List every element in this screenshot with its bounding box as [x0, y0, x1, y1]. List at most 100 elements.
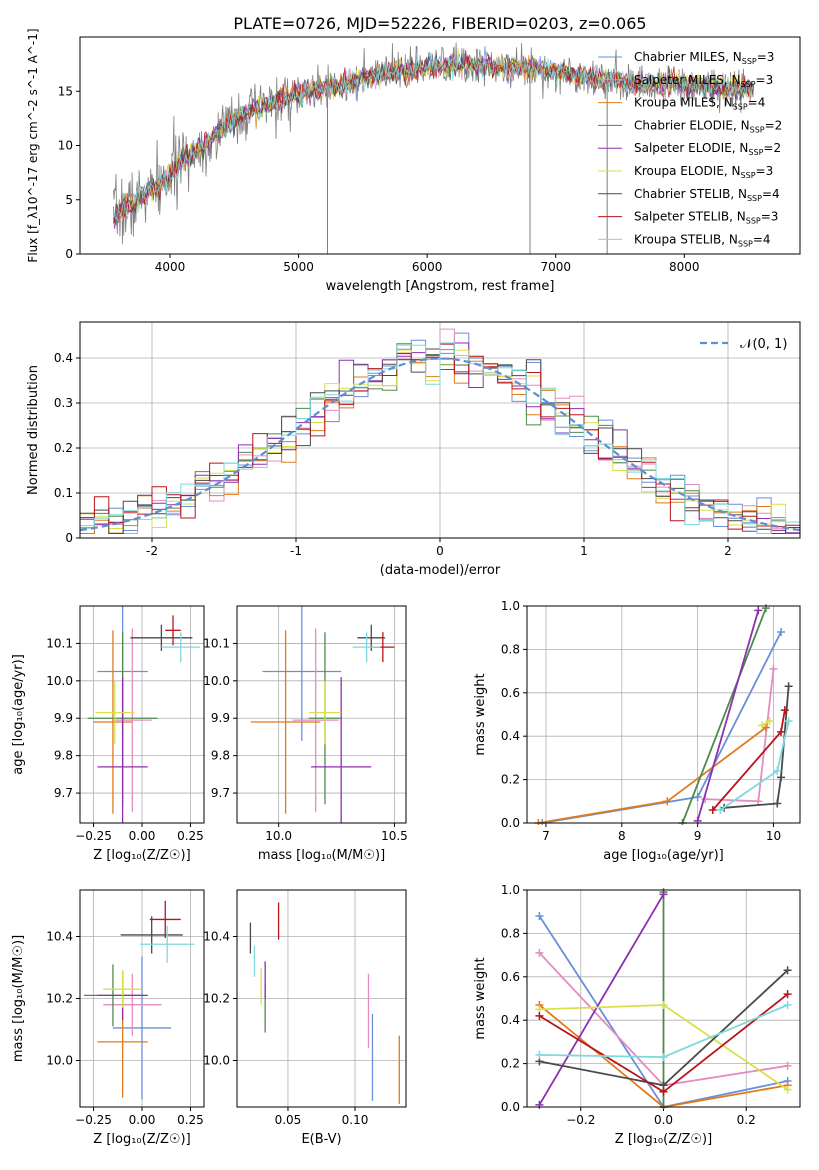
series-marker [773, 799, 782, 808]
x-axis-label: mass [log₁₀(M/M☉)] [258, 848, 385, 863]
plot-frame [236, 889, 407, 1108]
y-tick-label: 10.0 [46, 1054, 73, 1068]
y-tick-label: 0.8 [501, 926, 520, 940]
x-tick-label: −0.25 [75, 829, 112, 843]
series-marker [535, 948, 544, 957]
legend-label: Salpeter STELIB, NSSP=3 [634, 210, 778, 226]
series-marker [535, 912, 544, 921]
x-tick-label: 0.05 [275, 1113, 302, 1127]
y-axis-label: mass weight [473, 673, 488, 755]
legend-label: Salpeter MILES, NSSP=3 [634, 73, 773, 89]
legend-label: Kroupa MILES, NSSP=4 [634, 96, 765, 112]
errorbar-salpeter-stelib [165, 615, 181, 646]
y-tick-label: 0.2 [54, 441, 73, 455]
mass-vs-z-panel: −0.25 0.00 0.25 10.0 10.2 10.4 Z [log₁₀(Z/Z☉)]… [11, 889, 205, 1147]
weight-vs-age-panel: 7 8 9 10 0.0 0.2 0.4 0.6 0.8 1.0 age [log₁₀(age/yr… [473, 599, 801, 863]
x-tick-label: 7000 [540, 260, 571, 274]
y-tick-label: 1.0 [501, 599, 520, 613]
x-tick-label: -2 [146, 544, 158, 558]
y-tick-label: 10.0 [46, 674, 73, 688]
spectrum-legend: Chabrier MILES, NSSP=3 Salpeter MILES, NS… [598, 50, 782, 248]
y-tick-label: 10.1 [203, 636, 230, 650]
series-marker [783, 966, 792, 975]
series-chabrier-miles [538, 628, 786, 825]
series-line [724, 686, 790, 809]
y-tick-label: 10.1 [46, 636, 73, 650]
y-tick-label: 9.9 [54, 711, 73, 725]
x-tick-label: 6000 [412, 260, 443, 274]
y-tick-label: 10 [58, 139, 73, 153]
y-tick-label: 10.4 [203, 930, 230, 944]
legend-label: Chabrier MILES, NSSP=3 [634, 50, 774, 66]
y-tick-label: 1.0 [501, 883, 520, 897]
series-salpeter-stelib [708, 706, 789, 814]
x-axis-label: wavelength [Angstrom, rest frame] [326, 279, 555, 294]
plot-frame [236, 605, 407, 824]
series-marker [659, 890, 668, 899]
y-axis-label: age [log₁₀(age/yr)] [11, 654, 26, 775]
series-chabrier-elodie [659, 888, 668, 1109]
x-tick-label: 10 [766, 829, 781, 843]
gaussian-curve [80, 357, 800, 532]
x-tick-label: 7 [542, 829, 550, 843]
y-axis-label: mass [log₁₀(M/M☉)] [11, 935, 26, 1062]
x-tick-label: 9 [694, 829, 702, 843]
series-salpeter-miles [701, 664, 778, 806]
legend-label: Kroupa ELODIE, NSSP=3 [634, 164, 773, 180]
errorbar-salpeter-miles [112, 628, 152, 812]
weight-series [534, 604, 793, 825]
x-tick-label: 0.10 [342, 1113, 369, 1127]
series-marker [784, 717, 793, 726]
series-salpeter-stelib [535, 990, 792, 1096]
series-marker [777, 628, 786, 637]
y-tick-label: 0.0 [501, 816, 520, 830]
y-tick-label: 0.6 [501, 970, 520, 984]
y-tick-label: 0 [65, 247, 73, 261]
series-marker [754, 606, 763, 615]
plot-frame [79, 605, 205, 824]
spectrum-panel: 4000 5000 6000 7000 8000 0 5 10 15 wavelength [An… [26, 28, 801, 294]
x-tick-label: −0.2 [566, 1113, 595, 1127]
plot-frame [526, 605, 801, 824]
errorbar-chabrier-stelib [120, 916, 183, 954]
series-marker [716, 805, 725, 814]
x-tick-label: 8000 [669, 260, 700, 274]
plot-frame [79, 321, 801, 539]
weight-vs-z-panel: −0.2 0.0 0.2 0.0 0.2 0.4 0.6 0.8 1.0 Z [log₁₀(Z/Z… [473, 883, 801, 1147]
series-marker [777, 773, 786, 782]
y-tick-label: 9.7 [54, 786, 73, 800]
y-tick-label: 0.4 [501, 1013, 520, 1027]
series-marker [693, 792, 702, 801]
series-marker [659, 1001, 668, 1010]
series-kroupa-stelib [535, 1001, 792, 1062]
y-tick-label: 10.0 [203, 1054, 230, 1068]
series-marker [783, 990, 792, 999]
y-tick-label: 10.0 [203, 674, 230, 688]
series-marker [754, 797, 763, 806]
x-tick-label: −0.25 [75, 1113, 112, 1127]
x-tick-label: 0.25 [177, 1113, 204, 1127]
model-spectrum [113, 52, 755, 221]
series-marker [780, 706, 789, 715]
y-tick-label: 0.6 [501, 686, 520, 700]
x-axis-label: E(B-V) [301, 1132, 341, 1147]
errorbar-chabrier-miles [112, 956, 172, 1100]
errorbar-points [249, 902, 400, 1104]
y-tick-label: 0.0 [501, 1100, 520, 1114]
y-tick-label: 0.3 [54, 396, 73, 410]
series-line [538, 893, 665, 1106]
series-marker [663, 797, 672, 806]
errorbar-kroupa-elodie [308, 680, 342, 745]
series-marker [708, 805, 717, 814]
series-kroupa-elodie [535, 1001, 792, 1094]
errorbar-salpeter-elodie [311, 677, 372, 823]
errorbar-kroupa-miles [250, 630, 321, 814]
model-spectrum [113, 52, 755, 221]
x-tick-label: 4000 [155, 260, 186, 274]
y-tick-label: 0 [65, 531, 73, 545]
series-marker [783, 1001, 792, 1010]
series-marker [769, 664, 778, 673]
series-marker [783, 1061, 792, 1070]
series-line [681, 607, 767, 824]
errorbar-kroupa-stelib [140, 925, 195, 963]
